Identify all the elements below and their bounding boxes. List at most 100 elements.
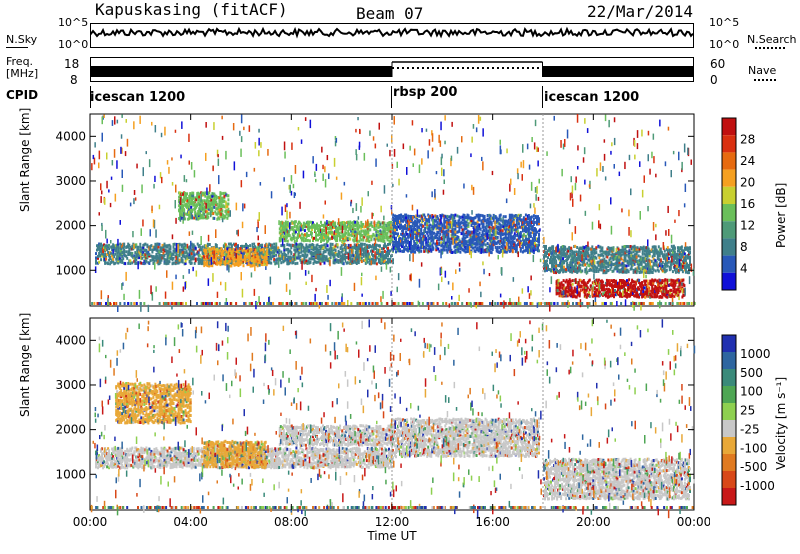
data-cell — [280, 250, 283, 254]
data-cell — [372, 232, 375, 236]
data-cell — [459, 244, 462, 247]
data-cell — [280, 237, 283, 240]
data-cell — [513, 236, 516, 240]
data-cell — [152, 245, 155, 249]
data-cell — [230, 247, 233, 251]
data-cell — [142, 250, 145, 254]
data-cell — [439, 229, 442, 233]
data-cell — [400, 242, 403, 246]
data-cell — [294, 242, 297, 246]
data-cell — [206, 261, 209, 264]
data-cell — [403, 237, 406, 240]
data-cell — [473, 235, 476, 239]
data-cell — [447, 246, 450, 250]
data-cell — [253, 260, 256, 264]
data-cell — [486, 214, 489, 217]
data-cell — [224, 215, 227, 219]
data-cell — [279, 234, 282, 238]
data-cell — [147, 253, 150, 257]
data-cell — [281, 221, 284, 225]
data-cell — [383, 239, 386, 243]
data-cell — [301, 225, 304, 229]
data-cell — [429, 232, 432, 236]
data-cell — [377, 248, 380, 252]
data-cell — [339, 223, 342, 227]
noise-panel — [90, 23, 694, 48]
data-cell — [399, 242, 401, 246]
data-cell — [505, 238, 508, 242]
freq-panel — [90, 57, 694, 82]
data-cell — [297, 232, 300, 236]
data-cell — [187, 201, 190, 204]
data-cell — [456, 237, 459, 241]
data-cell — [225, 212, 228, 216]
data-cell — [344, 233, 347, 237]
data-cell — [484, 238, 487, 242]
data-cell — [490, 251, 493, 255]
data-cell — [509, 248, 512, 251]
data-cell — [468, 230, 471, 234]
data-cell — [339, 246, 342, 250]
data-cell — [258, 263, 261, 267]
data-cell — [357, 258, 360, 262]
data-cell — [658, 252, 661, 256]
data-cell — [367, 252, 370, 256]
data-cell — [433, 223, 436, 227]
data-cell — [504, 236, 507, 240]
data-cell — [97, 261, 99, 265]
data-cell — [315, 260, 318, 264]
data-cell — [232, 247, 235, 251]
data-cell — [224, 252, 227, 256]
data-cell — [566, 261, 569, 265]
data-cell — [439, 232, 442, 236]
data-cell — [407, 217, 410, 221]
data-cell — [286, 239, 289, 243]
data-cell — [283, 227, 286, 231]
data-cell — [563, 267, 566, 271]
data-cell — [217, 207, 220, 211]
data-cell — [187, 213, 190, 216]
data-cell — [325, 257, 328, 261]
data-cell — [422, 224, 425, 228]
freq-band-3 — [542, 66, 693, 77]
data-cell — [145, 259, 148, 263]
data-cell — [584, 263, 587, 267]
data-cell — [481, 247, 484, 251]
data-cell — [558, 248, 561, 252]
data-cell — [533, 220, 536, 224]
data-cell — [225, 245, 228, 249]
data-cell — [211, 210, 214, 213]
data-cell — [387, 248, 389, 252]
data-cell — [601, 246, 604, 250]
data-cell — [332, 257, 335, 260]
cpid-label: CPID — [6, 88, 39, 102]
data-cell — [574, 244, 577, 248]
data-cell — [282, 235, 285, 239]
data-cell — [230, 254, 233, 258]
data-cell — [186, 192, 189, 196]
data-cell — [555, 261, 558, 265]
data-cell — [378, 258, 381, 262]
data-cell — [405, 230, 408, 234]
data-cell — [215, 257, 218, 261]
data-cell — [354, 227, 357, 231]
data-cell — [457, 247, 460, 251]
data-cell — [554, 255, 557, 259]
data-cell — [220, 261, 223, 265]
data-cell — [404, 234, 407, 238]
data-cell — [414, 219, 417, 223]
data-cell — [551, 259, 554, 263]
data-cell — [550, 247, 552, 251]
data-cell — [407, 234, 410, 238]
data-cell — [546, 268, 548, 272]
data-cell — [202, 252, 205, 255]
data-cell — [427, 213, 430, 217]
data-cell — [389, 230, 392, 234]
data-cell — [462, 240, 465, 244]
data-cell — [357, 221, 360, 225]
data-cell — [632, 250, 635, 254]
data-cell — [329, 242, 332, 246]
data-cell — [524, 217, 527, 221]
data-cell — [234, 257, 237, 261]
data-cell — [217, 196, 220, 199]
